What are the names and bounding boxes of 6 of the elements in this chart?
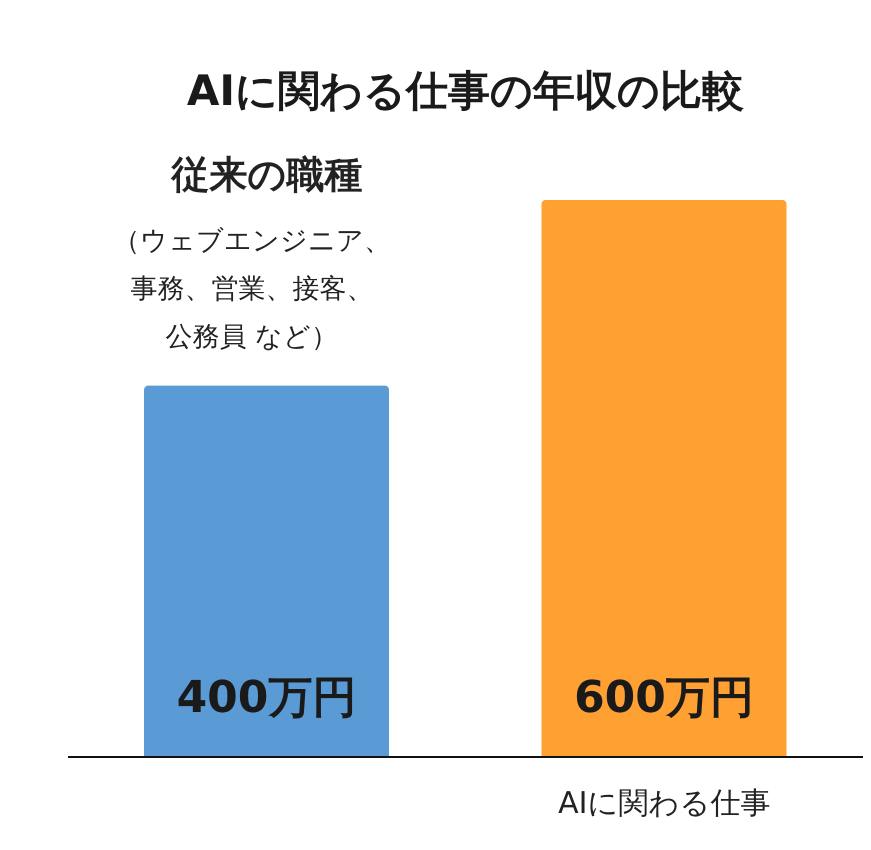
x-tick-label: AIに関わる仕事 [558, 786, 770, 821]
data-label: 400万円 [176, 672, 356, 723]
x-tick-label: 従来の職種 [170, 152, 362, 197]
data-label: 600万円 [574, 672, 754, 723]
annotation: （ウェブエンジニア、事務、営業、接客、公務員 など） [112, 226, 391, 353]
chart-title: AIに関わる仕事の年収の比較 [186, 65, 746, 117]
